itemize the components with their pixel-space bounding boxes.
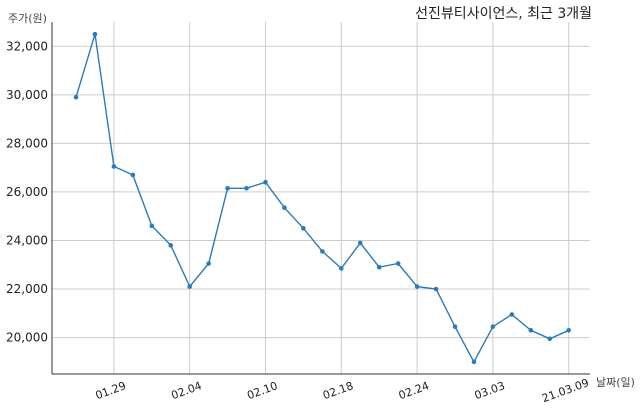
data-point <box>395 261 401 266</box>
data-point <box>168 243 174 248</box>
data-points <box>73 31 571 365</box>
x-tick-label: 02.18 <box>321 379 355 402</box>
data-point <box>92 31 98 37</box>
data-point <box>320 249 325 254</box>
data-point <box>414 284 420 289</box>
data-point <box>111 164 117 169</box>
data-point <box>471 359 477 365</box>
y-tick-label: 26,000 <box>6 185 48 199</box>
x-tick-label: 03.03 <box>473 379 507 402</box>
data-point <box>149 223 155 229</box>
data-point <box>73 94 79 100</box>
series-line <box>75 33 569 364</box>
data-point <box>357 240 363 246</box>
series-price <box>75 33 569 364</box>
data-point <box>528 328 534 333</box>
x-tick-labels: 01.29 02.04 02.10 02.18 02.24 03.03 21.03.09 <box>94 376 591 405</box>
data-point <box>263 179 268 185</box>
data-point <box>566 328 571 333</box>
data-point <box>244 185 249 191</box>
axes <box>51 22 590 375</box>
grid-lines <box>52 22 590 374</box>
data-point <box>282 205 287 211</box>
data-point <box>130 172 136 178</box>
y-tick-label: 20,000 <box>6 331 48 345</box>
data-point <box>452 324 458 329</box>
data-point <box>490 324 496 329</box>
data-point <box>509 312 515 317</box>
chart-title: 선진뷰티사이언스, 최근 3개월 <box>415 6 592 22</box>
y-tick-label: 30,000 <box>6 88 48 102</box>
x-tick-label: 01.29 <box>94 379 128 402</box>
data-point <box>301 226 306 231</box>
y-tick-label: 32,000 <box>6 39 48 53</box>
x-tick-label: 02.10 <box>245 379 279 402</box>
x-tick-label: 02.04 <box>169 379 203 402</box>
data-point <box>187 284 192 289</box>
y-tick-labels: 20,000 22,000 24,000 26,000 28,000 30,000 32,0… <box>6 39 48 344</box>
x-tick-label: 21.03.09 <box>540 376 590 405</box>
data-point <box>433 286 439 292</box>
x-axis-label: 날짜(일) <box>596 375 635 389</box>
data-point <box>339 266 344 271</box>
data-point <box>376 264 382 270</box>
x-tick-label: 02.24 <box>397 379 431 402</box>
y-tick-label: 28,000 <box>6 136 48 150</box>
y-tick-label: 24,000 <box>6 233 48 247</box>
data-point <box>206 261 211 266</box>
data-point <box>547 336 553 342</box>
y-axis-label: 주가(원) <box>8 12 47 25</box>
y-tick-label: 22,000 <box>6 282 48 296</box>
data-point <box>225 185 230 191</box>
